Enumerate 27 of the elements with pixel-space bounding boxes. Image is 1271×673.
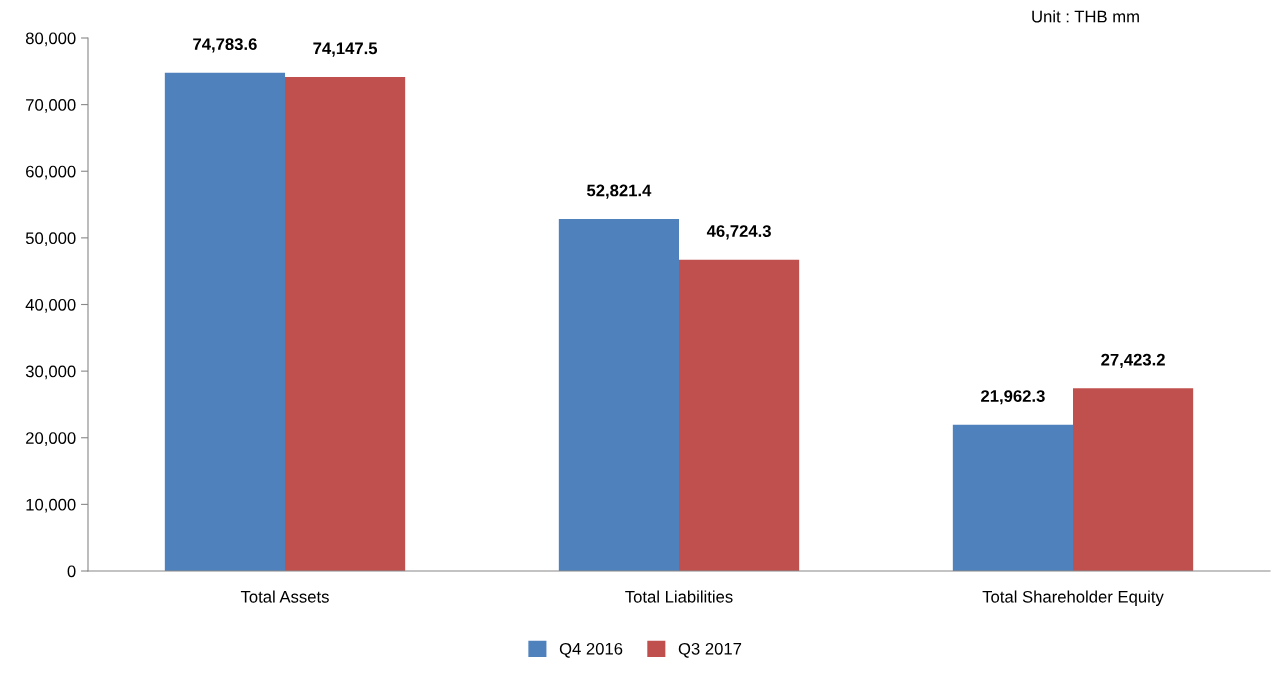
y-tick-label: 80,000 — [25, 32, 76, 47]
y-tick-label: 0 — [67, 565, 76, 578]
y-tick-label: 20,000 — [26, 432, 76, 446]
bar — [1073, 388, 1194, 571]
bar — [164, 72, 285, 571]
text: 21,962.3 — [981, 390, 1045, 405]
bar — [679, 259, 800, 571]
text: Unit : THB mm — [1032, 10, 1139, 23]
legend-label: Q3 2017 — [678, 642, 742, 658]
bar — [285, 76, 406, 571]
bar — [558, 219, 679, 571]
y-tick-label: 70,000 — [26, 99, 76, 113]
x-tick-label: Total Liabilities — [625, 590, 733, 603]
text: 74,147.5 — [313, 42, 378, 57]
y-tick-label: 30,000 — [25, 365, 76, 380]
y-tick-label: 50,000 — [25, 232, 76, 247]
x-tick-label: Total Shareholder Equity — [982, 590, 1164, 606]
legend-label: Q4 2016 — [559, 642, 623, 658]
text: 74,783.6 — [193, 38, 257, 53]
y-tick-label: 60,000 — [26, 165, 76, 180]
text: 27,423.2 — [1101, 353, 1165, 368]
bar — [952, 424, 1073, 571]
text: 46,724.3 — [706, 225, 771, 240]
y-tick-label: 10,000 — [26, 498, 76, 513]
x-tick-label: Total Assets — [240, 590, 329, 603]
y-tick-label: 40,000 — [25, 298, 76, 313]
text: 52,821.4 — [586, 184, 652, 199]
